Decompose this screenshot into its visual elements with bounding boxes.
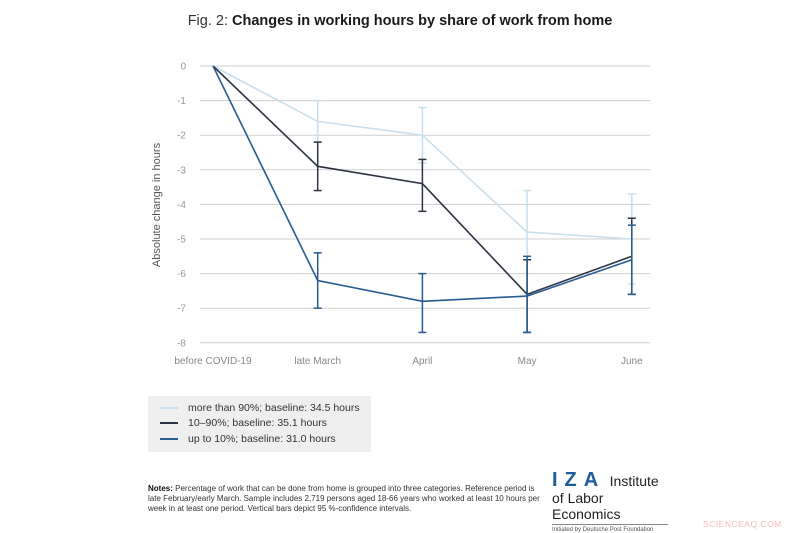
legend: more than 90%; baseline: 34.5 hours 10–9… <box>148 396 371 452</box>
notes-label: Notes: <box>148 484 173 493</box>
iza-logo: IZA Institute of Labor Economics Initiat… <box>552 469 668 533</box>
y-tick-label: -4 <box>177 200 186 211</box>
y-axis-label: Absolute change in hours <box>151 142 163 267</box>
y-tick-label: -3 <box>177 165 186 176</box>
x-axis-ticks: before COVID-19 late March April May June <box>174 356 643 367</box>
series-0 <box>212 65 636 285</box>
legend-swatch <box>160 437 178 440</box>
y-tick-label: 0 <box>180 62 186 73</box>
y-tick-label: -8 <box>177 338 186 349</box>
y-tick-label: -2 <box>177 131 186 142</box>
series-line <box>212 65 633 303</box>
legend-item-up-to-10: up to 10%; baseline: 31.0 hours <box>148 431 371 447</box>
legend-label: 10–90%; baseline: 35.1 hours <box>188 417 327 430</box>
legend-label: up to 10%; baseline: 31.0 hours <box>188 432 336 445</box>
logo-line1: Institute <box>609 473 659 489</box>
figure-title: Fig. 2: Changes in working hours by shar… <box>0 13 800 29</box>
logo-line3: Initiated by Deutsche Post Foundation <box>552 527 654 533</box>
watermark: SCIENCEAQ.COM <box>703 519 782 529</box>
figure-title-text: Changes in working hours by share of wor… <box>232 13 613 29</box>
series-line <box>212 65 633 296</box>
legend-item-more-than-90: more than 90%; baseline: 34.5 hours <box>148 400 371 416</box>
notes-text: Percentage of work that can be done from… <box>148 484 540 513</box>
x-tick-label: late March <box>294 356 341 367</box>
y-tick-label: -6 <box>177 269 186 280</box>
x-tick-label: June <box>621 356 643 367</box>
line-chart: 0 -1 -2 -3 -4 -5 -6 -7 -8 before COVID-19 late Ma… <box>151 62 650 367</box>
legend-item-10-90: 10–90%; baseline: 35.1 hours <box>148 416 371 432</box>
legend-swatch <box>160 406 178 409</box>
y-tick-label: -7 <box>177 304 186 315</box>
x-tick-label: May <box>518 356 537 367</box>
series-2 <box>212 65 636 334</box>
x-tick-label: April <box>412 356 432 367</box>
figure-label: Fig. 2: <box>187 13 233 29</box>
logo-line2: of Labor Economics <box>552 490 668 525</box>
notes: Notes: Percentage of work that can be do… <box>148 484 548 514</box>
y-tick-label: -5 <box>177 235 186 246</box>
series-1 <box>212 65 636 334</box>
legend-swatch <box>160 422 178 425</box>
legend-label: more than 90%; baseline: 34.5 hours <box>188 401 360 414</box>
y-axis-ticks: 0 -1 -2 -3 -4 -5 -6 -7 -8 <box>177 62 186 350</box>
logo-mark: IZA <box>552 469 606 491</box>
y-tick-label: -1 <box>177 96 186 107</box>
series-lines <box>212 65 636 334</box>
x-tick-label: before COVID-19 <box>174 356 252 367</box>
series-line <box>212 65 632 240</box>
